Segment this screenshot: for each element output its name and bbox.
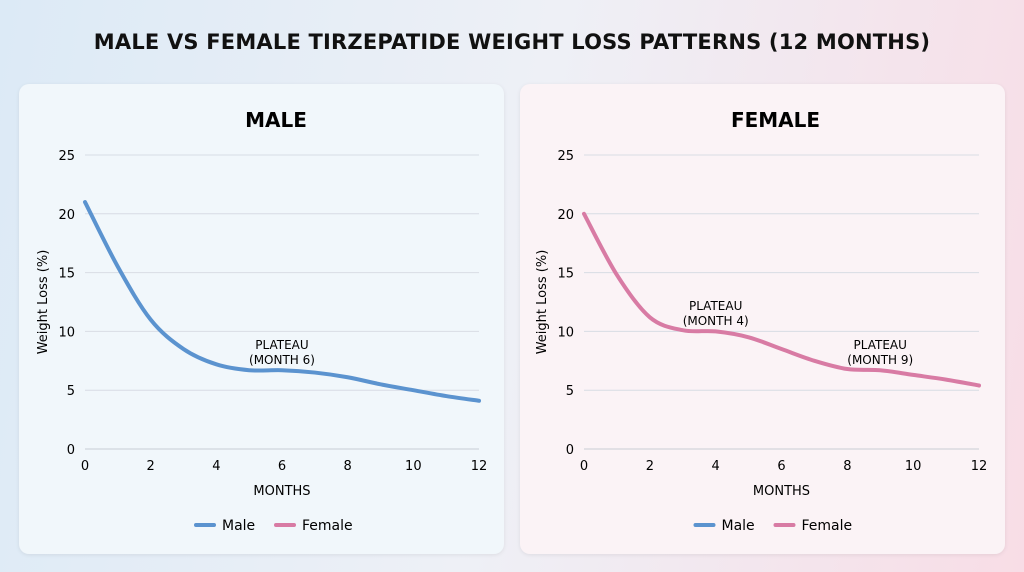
y-tick-label: 15 (58, 267, 75, 282)
plateau-annotation: (MONTH 9) (847, 353, 913, 367)
y-tick-label: 25 (58, 149, 75, 164)
legend-label-male: Male (222, 518, 255, 534)
series-line-male (83, 200, 481, 403)
legend-label-male: Male (722, 518, 755, 534)
x-tick-label: 8 (843, 459, 851, 474)
y-tick-label: 5 (566, 384, 574, 399)
y-tick-label: 0 (67, 443, 75, 458)
chart-title: MALE (245, 108, 307, 132)
x-tick-label: 6 (777, 459, 785, 474)
page-title: MALE VS FEMALE TIRZEPATIDE WEIGHT LOSS P… (93, 30, 931, 54)
series-line-female (582, 211, 981, 388)
y-tick-label: 5 (67, 384, 75, 399)
y-tick-label: 10 (58, 325, 75, 340)
y-tick-label: 25 (557, 149, 574, 164)
x-axis-label: MONTHS (753, 484, 810, 499)
chart-title: FEMALE (731, 108, 820, 132)
x-tick-label: 0 (81, 459, 89, 474)
male-chart-panel (19, 84, 504, 554)
x-tick-label: 4 (712, 459, 720, 474)
x-tick-label: 10 (405, 459, 422, 474)
x-tick-label: 2 (646, 459, 654, 474)
y-tick-label: 15 (557, 267, 574, 282)
x-tick-label: 0 (580, 459, 588, 474)
x-tick-label: 6 (278, 459, 286, 474)
plateau-annotation: (MONTH 4) (683, 314, 749, 328)
y-tick-label: 0 (566, 443, 574, 458)
y-tick-label: 10 (557, 325, 574, 340)
plateau-annotation: PLATEAU (689, 299, 742, 313)
legend-label-female: Female (802, 518, 853, 534)
plateau-annotation: PLATEAU (854, 338, 907, 352)
x-tick-label: 2 (147, 459, 155, 474)
female-chart-panel (520, 84, 1005, 554)
x-tick-label: 12 (471, 459, 488, 474)
plateau-annotation: PLATEAU (255, 338, 308, 352)
y-axis-label: Weight Loss (%) (535, 250, 550, 355)
x-tick-label: 10 (905, 459, 922, 474)
y-tick-label: 20 (557, 208, 574, 223)
plateau-annotation: (MONTH 6) (249, 353, 315, 367)
x-tick-label: 8 (344, 459, 352, 474)
x-axis-label: MONTHS (253, 484, 310, 499)
y-axis-label: Weight Loss (%) (36, 250, 51, 355)
x-tick-label: 4 (212, 459, 220, 474)
x-tick-label: 12 (971, 459, 988, 474)
y-tick-label: 20 (58, 208, 75, 223)
legend-label-female: Female (302, 518, 353, 534)
